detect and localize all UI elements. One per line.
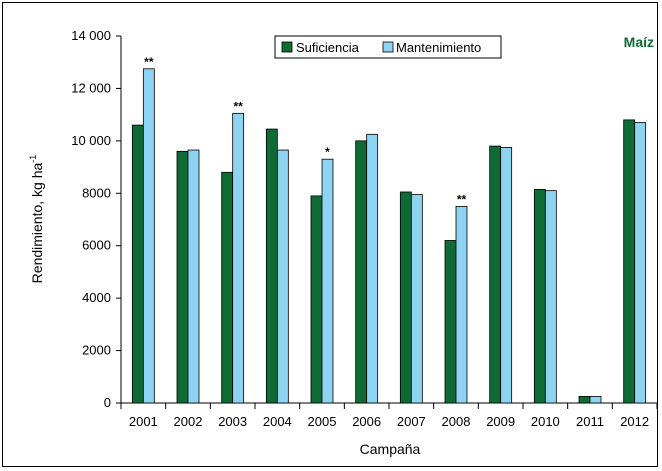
bar-mantenimiento-2011 bbox=[589, 396, 602, 404]
y-tick-label: 14 000 bbox=[71, 28, 111, 43]
x-tick-label: 2002 bbox=[174, 414, 203, 429]
legend-swatch-mantenimiento bbox=[382, 41, 394, 53]
legend-label-suficiencia: Suficiencia bbox=[296, 40, 360, 55]
x-tick-label: 2011 bbox=[576, 414, 604, 429]
x-tick-label: 2012 bbox=[620, 414, 649, 429]
bar-suficiencia-2011 bbox=[578, 396, 591, 404]
y-tick-label: 12 000 bbox=[71, 80, 111, 95]
bar-suficiencia-2010 bbox=[533, 188, 546, 404]
significance-annotations: ******* bbox=[144, 55, 466, 207]
bar-suficiencia-2009 bbox=[489, 145, 502, 404]
bar-mantenimiento-2004 bbox=[276, 149, 289, 404]
bar-suficiencia-2005 bbox=[310, 195, 323, 404]
y-tick-label: 8000 bbox=[82, 185, 111, 200]
y-axis-title-main: Rendimiento, kg ha bbox=[29, 162, 45, 283]
bar-suficiencia-2004 bbox=[265, 128, 278, 404]
chart-title: Maíz bbox=[624, 34, 654, 50]
bar-mantenimiento-2001 bbox=[142, 68, 155, 404]
bar-suficiencia-2006 bbox=[355, 140, 368, 404]
significance-label: ** bbox=[457, 192, 467, 206]
bar-mantenimiento-2009 bbox=[500, 147, 513, 404]
bars bbox=[131, 68, 647, 404]
y-tick-label: 6000 bbox=[82, 238, 111, 253]
bar-suficiencia-2008 bbox=[444, 240, 457, 404]
bar-suficiencia-2002 bbox=[176, 150, 189, 404]
chart-frame: 0 2000 4000 6000 8000 10 000 12 000 14 000 2001… bbox=[2, 2, 658, 467]
bar-mantenimiento-2010 bbox=[544, 190, 557, 404]
bar-mantenimiento-2012 bbox=[634, 122, 647, 404]
significance-label: * bbox=[325, 145, 330, 159]
y-tick-label: 4000 bbox=[82, 290, 111, 305]
legend: Suficiencia Mantenimiento bbox=[274, 35, 502, 59]
bar-mantenimiento-2008 bbox=[455, 205, 468, 404]
y-axis: 0 2000 4000 6000 8000 10 000 12 000 14 000 bbox=[71, 28, 122, 410]
x-axis: 2001 2002 2003 2004 2005 2006 2007 2008 2009 2010… bbox=[120, 402, 658, 429]
bar-suficiencia-2007 bbox=[399, 191, 412, 404]
x-tick-label: 2004 bbox=[263, 414, 292, 429]
bar-mantenimiento-2005 bbox=[321, 158, 334, 404]
bar-suficiencia-2012 bbox=[623, 119, 636, 404]
bar-mantenimiento-2007 bbox=[410, 194, 423, 404]
bar-mantenimiento-2003 bbox=[232, 112, 245, 404]
x-tick-label: 2009 bbox=[486, 414, 515, 429]
y-tick-label: 2000 bbox=[82, 343, 111, 358]
bar-suficiencia-2003 bbox=[221, 171, 234, 404]
x-tick-label: 2003 bbox=[218, 414, 247, 429]
legend-label-mantenimiento: Mantenimiento bbox=[396, 40, 481, 55]
y-axis-title-superscript: -1 bbox=[28, 155, 38, 163]
bar-suficiencia-2001 bbox=[131, 124, 144, 404]
x-tick-label: 2007 bbox=[397, 414, 426, 429]
x-tick-label: 2008 bbox=[442, 414, 471, 429]
x-tick-label: 2001 bbox=[129, 414, 158, 429]
x-axis-title: Campaña bbox=[360, 441, 421, 457]
y-tick-label: 0 bbox=[104, 395, 111, 410]
significance-label: ** bbox=[233, 99, 243, 113]
bar-chart: 0 2000 4000 6000 8000 10 000 12 000 14 000 2001… bbox=[28, 28, 658, 457]
x-tick-label: 2006 bbox=[352, 414, 381, 429]
bar-mantenimiento-2002 bbox=[187, 149, 200, 404]
x-tick-label: 2005 bbox=[308, 414, 337, 429]
x-tick-label: 2010 bbox=[531, 414, 560, 429]
significance-label: ** bbox=[144, 55, 154, 69]
bar-mantenimiento-2006 bbox=[366, 133, 379, 404]
y-tick-label: 10 000 bbox=[71, 133, 111, 148]
legend-swatch-suficiencia bbox=[281, 41, 293, 53]
y-axis-title: Rendimiento, kg ha-1 bbox=[28, 155, 45, 284]
